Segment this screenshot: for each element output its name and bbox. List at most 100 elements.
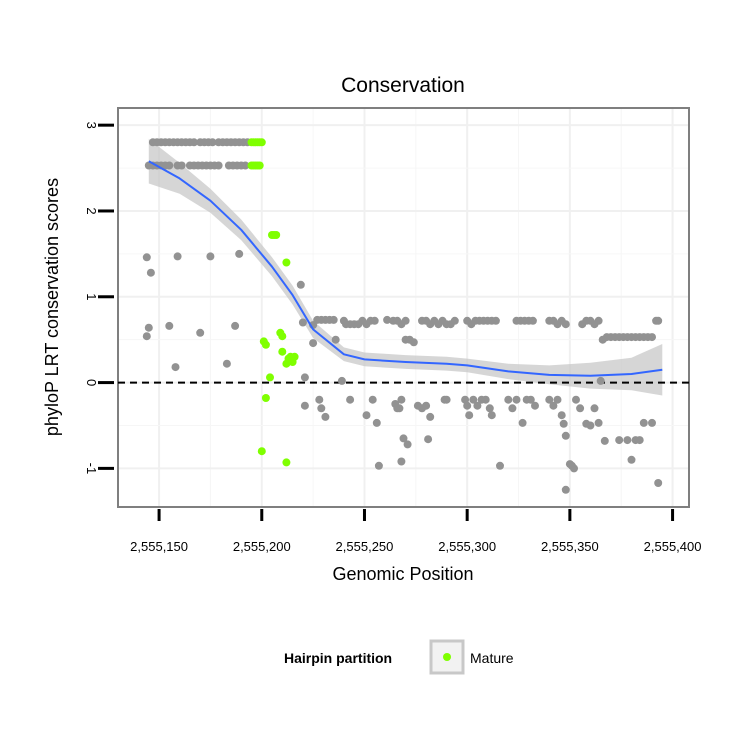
legend: Hairpin partition Mature xyxy=(284,639,514,675)
other-point xyxy=(561,320,570,329)
other-point xyxy=(594,316,603,325)
other-point xyxy=(372,418,381,427)
other-point xyxy=(469,395,478,404)
other-point xyxy=(208,138,217,147)
mature-point xyxy=(278,332,287,341)
y-tick-label: -1 xyxy=(84,463,99,475)
other-point xyxy=(561,431,570,440)
other-point xyxy=(526,395,535,404)
other-point xyxy=(368,395,377,404)
other-point xyxy=(173,252,182,261)
other-point xyxy=(426,412,435,421)
confidence-band-area xyxy=(148,138,663,396)
other-point xyxy=(545,395,554,404)
other-point xyxy=(627,455,636,464)
smooth-line xyxy=(148,160,663,377)
chart-title: Conservation xyxy=(341,74,465,97)
other-point xyxy=(600,436,609,445)
other-point xyxy=(196,328,205,337)
legend-key-mature xyxy=(443,653,451,661)
other-point xyxy=(559,419,568,428)
x-tick-label: 2,555,300 xyxy=(438,539,496,554)
y-axis: -1 0 1 2 3 xyxy=(84,122,114,475)
other-point xyxy=(296,280,305,289)
other-point xyxy=(491,316,500,325)
x-tick-label: 2,555,250 xyxy=(336,539,394,554)
other-point xyxy=(214,161,223,170)
other-point xyxy=(572,395,580,404)
other-point xyxy=(395,404,404,413)
other-point xyxy=(590,404,599,413)
other-point xyxy=(465,411,474,420)
other-point xyxy=(331,335,340,344)
other-point xyxy=(403,440,412,449)
other-point xyxy=(528,316,537,325)
y-tick-label: 2 xyxy=(84,207,99,214)
other-point xyxy=(222,359,231,368)
x-tick-label: 2,555,350 xyxy=(541,539,599,554)
x-tick-label: 2,555,150 xyxy=(130,539,188,554)
other-point xyxy=(450,316,459,325)
mature-point xyxy=(255,161,264,170)
other-point xyxy=(337,376,346,385)
other-point xyxy=(190,138,198,147)
other-point xyxy=(300,401,309,410)
y-axis-label: phyloP LRT conservation scores xyxy=(42,178,62,436)
other-point xyxy=(397,457,406,466)
other-point xyxy=(171,363,180,372)
mature-point xyxy=(290,352,299,361)
other-point xyxy=(561,485,570,494)
other-point xyxy=(654,316,663,325)
confidence-band xyxy=(148,138,663,396)
other-point xyxy=(177,161,186,170)
other-point xyxy=(362,411,371,420)
mature-point xyxy=(266,373,274,382)
loess-line xyxy=(148,160,663,377)
other-point xyxy=(346,395,355,404)
other-point xyxy=(473,401,482,410)
mature-point xyxy=(272,231,281,239)
y-tick-label: 0 xyxy=(84,379,99,386)
other-point xyxy=(298,318,307,327)
other-point xyxy=(300,373,309,382)
other-point xyxy=(374,461,383,470)
mature-point xyxy=(261,394,270,402)
x-axis-label: Genomic Position xyxy=(332,564,473,584)
other-point xyxy=(383,315,392,324)
other-point xyxy=(321,412,330,421)
x-tick-label: 2,555,400 xyxy=(644,539,702,554)
y-tick-label: 3 xyxy=(84,122,99,129)
other-point xyxy=(639,418,648,427)
other-point xyxy=(315,395,324,404)
other-point xyxy=(518,418,527,427)
other-point xyxy=(481,395,490,404)
other-point xyxy=(144,323,153,332)
other-point xyxy=(463,401,472,410)
legend-label-mature: Mature xyxy=(470,650,514,666)
other-point xyxy=(635,436,644,445)
mature-point xyxy=(282,458,291,467)
other-point xyxy=(309,339,318,348)
other-point xyxy=(504,395,513,404)
legend-title: Hairpin partition xyxy=(284,650,392,666)
other-point xyxy=(329,315,338,324)
mature-point xyxy=(257,447,266,456)
other-point xyxy=(623,436,632,445)
other-point xyxy=(370,316,379,325)
other-point xyxy=(615,436,624,445)
other-point xyxy=(648,333,656,342)
other-point xyxy=(142,253,151,262)
other-point xyxy=(512,395,521,404)
other-point xyxy=(424,435,433,444)
mature-point xyxy=(282,258,291,267)
other-point xyxy=(594,418,603,427)
other-point xyxy=(241,161,250,170)
y-tick-label: 1 xyxy=(84,293,99,300)
other-point xyxy=(397,395,406,404)
other-point xyxy=(146,268,155,277)
other-point xyxy=(399,434,408,443)
mature-point xyxy=(261,340,270,349)
other-point xyxy=(553,395,562,404)
